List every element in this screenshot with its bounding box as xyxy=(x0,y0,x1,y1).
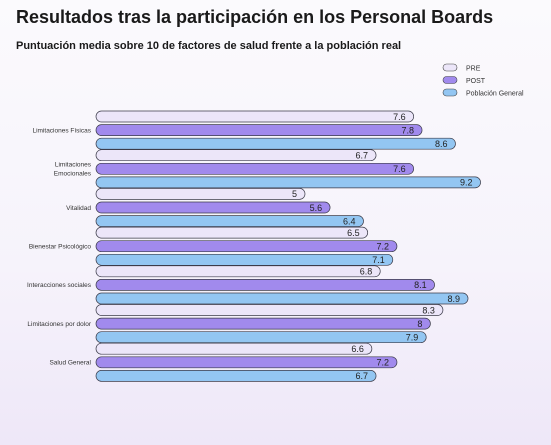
category-label-limitaciones-emocionales-line-1: Limitaciones xyxy=(55,162,92,169)
bar-limitaciones-fisicas-post xyxy=(95,124,423,136)
value-label-bienestar-psicologico-post: 7.2 xyxy=(376,242,389,252)
legend-label-post: POST xyxy=(466,78,486,85)
bar-limitaciones-por-dolor-poblacion-general xyxy=(95,331,427,344)
value-label-interacciones-sociales-poblacion-general: 8.9 xyxy=(448,294,461,304)
category-label-limitaciones-fisicas: Limitaciones Físicas xyxy=(32,127,91,134)
value-label-bienestar-psicologico-poblacion-general: 7.1 xyxy=(372,255,385,265)
legend-label-pre: PRE xyxy=(466,65,481,72)
bar-vitalidad-poblacion-general xyxy=(95,215,364,227)
category-label-salud-general: Salud General xyxy=(49,360,91,367)
category-label-vitalidad: Vitalidad xyxy=(66,205,91,212)
category-label-limitaciones-por-dolor: Limitaciones por dolor xyxy=(27,321,91,328)
category-label-limitaciones-emocionales-line-2: Emocionales xyxy=(54,171,92,178)
value-label-limitaciones-por-dolor-post: 8 xyxy=(417,319,422,329)
chart-subtitle: Puntuación media sobre 10 de factores de… xyxy=(16,40,402,52)
legend: PRE POST Población General xyxy=(442,63,524,97)
bar-interacciones-sociales-post xyxy=(95,279,435,291)
bar-limitaciones-emocionales-post xyxy=(95,162,415,175)
plot-area: Limitaciones Físicas 7.6 7.8 8.6 Limitacione… xyxy=(27,110,481,382)
value-label-salud-general-poblacion-general: 6.7 xyxy=(356,371,369,381)
category-label-interacciones-sociales: Interacciones sociales xyxy=(27,282,92,289)
bar-limitaciones-por-dolor-pre xyxy=(95,304,444,316)
value-label-limitaciones-fisicas-pre: 7.6 xyxy=(393,112,406,122)
value-label-bienestar-psicologico-pre: 6.5 xyxy=(347,228,360,238)
value-label-salud-general-pre: 6.6 xyxy=(351,344,364,354)
value-label-limitaciones-fisicas-post: 7.8 xyxy=(402,125,415,135)
bar-limitaciones-emocionales-pre xyxy=(95,149,377,162)
bar-interacciones-sociales-pre xyxy=(95,265,381,278)
legend-swatch-post xyxy=(442,76,458,84)
value-label-vitalidad-poblacion-general: 6.4 xyxy=(343,216,356,226)
bar-limitaciones-por-dolor-post xyxy=(95,317,431,330)
bar-limitaciones-fisicas-pre xyxy=(95,110,415,123)
bar-salud-general-pre xyxy=(95,342,373,355)
bar-interacciones-sociales-poblacion-general xyxy=(95,292,469,305)
bar-salud-general-poblacion-general xyxy=(95,370,377,382)
bar-bienestar-psicologico-poblacion-general xyxy=(95,253,394,266)
value-label-limitaciones-emocionales-poblacion-general: 9.2 xyxy=(460,178,473,188)
bar-bienestar-psicologico-pre xyxy=(95,226,369,239)
bar-limitaciones-fisicas-poblacion-general xyxy=(95,137,456,150)
chart-title: Resultados tras la participación en los … xyxy=(16,7,494,27)
category-label-bienestar-psicologico: Bienestar Psicológico xyxy=(29,244,92,251)
value-label-limitaciones-por-dolor-poblacion-general: 7.9 xyxy=(406,333,419,343)
value-label-interacciones-sociales-post: 8.1 xyxy=(414,280,427,290)
value-label-vitalidad-pre: 5 xyxy=(292,189,297,199)
value-label-salud-general-post: 7.2 xyxy=(376,358,389,368)
legend-label-poblacion-general: Población General xyxy=(466,90,524,97)
bar-vitalidad-post xyxy=(95,201,331,214)
value-label-limitaciones-emocionales-post: 7.6 xyxy=(393,164,406,174)
value-label-limitaciones-emocionales-pre: 6.7 xyxy=(356,151,369,161)
value-label-limitaciones-por-dolor-pre: 8.3 xyxy=(422,305,435,315)
bar-salud-general-post xyxy=(95,356,398,369)
value-label-interacciones-sociales-pre: 6.8 xyxy=(360,267,373,277)
value-label-vitalidad-post: 5.6 xyxy=(310,203,323,213)
value-label-limitaciones-fisicas-poblacion-general: 8.6 xyxy=(435,139,448,149)
legend-swatch-poblacion-general xyxy=(442,88,458,97)
bar-limitaciones-emocionales-poblacion-general xyxy=(95,176,481,189)
bar-vitalidad-pre xyxy=(95,188,306,200)
bar-bienestar-psicologico-post xyxy=(95,240,398,253)
legend-swatch-pre xyxy=(442,63,458,72)
